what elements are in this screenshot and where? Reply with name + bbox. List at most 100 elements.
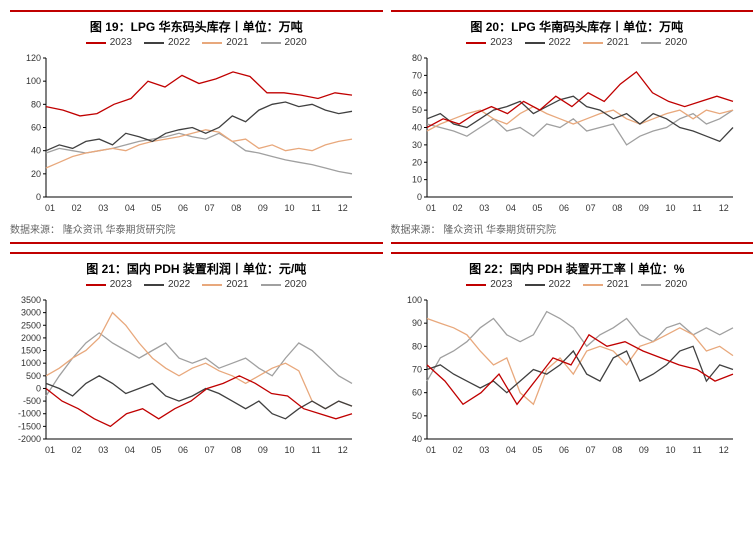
legend-swatch <box>466 284 486 286</box>
y-tick-label: 0 <box>416 192 421 202</box>
y-tick-label: 80 <box>411 341 421 351</box>
x-tick-label: 03 <box>98 203 108 213</box>
legend-swatch <box>144 284 164 286</box>
legend-swatch <box>202 284 222 286</box>
y-tick-label: 100 <box>406 295 421 305</box>
legend-item: 2020 <box>641 279 687 290</box>
x-tick-label: 01 <box>425 445 435 455</box>
y-tick-label: 20 <box>31 169 41 179</box>
chart-panel: 图 19：LPG 华东码头库存丨单位：万吨2023202220212020020… <box>10 10 383 244</box>
legend-item: 2022 <box>144 37 190 48</box>
x-tick-label: 05 <box>532 445 542 455</box>
y-tick-label: 50 <box>411 105 421 115</box>
y-tick-label: 50 <box>411 411 421 421</box>
legend-swatch <box>525 284 545 286</box>
legend-item: 2022 <box>525 37 571 48</box>
y-tick-label: 1000 <box>21 358 41 368</box>
legend-label: 2022 <box>549 37 571 48</box>
chart-svg: 020406080100120010203040506070809101112 <box>10 52 360 217</box>
y-tick-label: 40 <box>31 146 41 156</box>
series-line-2022 <box>46 376 352 419</box>
y-tick-label: 3500 <box>21 295 41 305</box>
y-tick-label: 60 <box>411 88 421 98</box>
x-tick-label: 11 <box>311 203 320 213</box>
legend-swatch <box>86 284 106 286</box>
legend-item: 2022 <box>144 279 190 290</box>
y-tick-label: 90 <box>411 318 421 328</box>
legend-label: 2022 <box>168 37 190 48</box>
legend-swatch <box>641 284 661 286</box>
legend-item: 2021 <box>202 279 248 290</box>
y-tick-label: -500 <box>23 396 41 406</box>
chart-title: 图 20：LPG 华南码头库存丨单位：万吨 <box>391 12 753 37</box>
legend-swatch <box>525 42 545 44</box>
x-tick-label: 02 <box>72 203 82 213</box>
x-tick-label: 12 <box>338 203 348 213</box>
legend-swatch <box>466 42 486 44</box>
legend-item: 2023 <box>466 37 512 48</box>
legend-item: 2023 <box>466 279 512 290</box>
y-tick-label: 2500 <box>21 320 41 330</box>
chart-title: 图 19：LPG 华东码头库存丨单位：万吨 <box>10 12 383 37</box>
series-line-2022 <box>427 346 733 392</box>
x-tick-label: 06 <box>559 445 569 455</box>
x-tick-label: 10 <box>284 445 294 455</box>
legend-item: 2020 <box>261 37 307 48</box>
x-tick-label: 03 <box>479 445 489 455</box>
x-tick-label: 02 <box>72 445 82 455</box>
y-tick-label: 80 <box>31 99 41 109</box>
legend-swatch <box>583 42 603 44</box>
legend-label: 2023 <box>490 279 512 290</box>
y-tick-label: 80 <box>411 53 421 63</box>
legend-swatch <box>261 284 281 286</box>
x-tick-label: 07 <box>205 445 215 455</box>
series-line-2023 <box>427 72 733 128</box>
legend-item: 2021 <box>583 37 629 48</box>
y-tick-label: 500 <box>26 371 41 381</box>
x-tick-label: 10 <box>665 203 675 213</box>
y-tick-label: 100 <box>26 76 41 86</box>
legend-label: 2021 <box>226 279 248 290</box>
x-tick-label: 04 <box>505 445 515 455</box>
legend: 2023202220212020 <box>10 279 383 294</box>
legend-label: 2021 <box>607 37 629 48</box>
x-tick-label: 12 <box>718 203 728 213</box>
x-tick-label: 12 <box>338 445 348 455</box>
legend-swatch <box>144 42 164 44</box>
x-tick-label: 11 <box>311 445 320 455</box>
x-tick-label: 06 <box>559 203 569 213</box>
legend-label: 2021 <box>226 37 248 48</box>
legend-label: 2020 <box>665 37 687 48</box>
legend-label: 2023 <box>110 279 132 290</box>
legend-item: 2020 <box>641 37 687 48</box>
chart-svg: 405060708090100010203040506070809101112 <box>391 294 741 459</box>
legend-label: 2022 <box>549 279 571 290</box>
y-tick-label: 0 <box>36 192 41 202</box>
legend-label: 2022 <box>168 279 190 290</box>
x-tick-label: 01 <box>45 445 55 455</box>
chart-panel: 图 20：LPG 华南码头库存丨单位：万吨2023202220212020010… <box>391 10 753 244</box>
x-tick-label: 04 <box>125 445 135 455</box>
x-tick-label: 08 <box>231 445 241 455</box>
y-tick-label: 70 <box>411 70 421 80</box>
x-tick-label: 12 <box>718 445 728 455</box>
legend-swatch <box>583 284 603 286</box>
y-tick-label: 60 <box>411 388 421 398</box>
legend-label: 2023 <box>110 37 132 48</box>
x-tick-label: 01 <box>425 203 435 213</box>
series-line-2020 <box>427 312 733 382</box>
legend-label: 2020 <box>285 37 307 48</box>
x-tick-label: 03 <box>479 203 489 213</box>
x-tick-label: 09 <box>258 445 268 455</box>
y-tick-label: 60 <box>31 123 41 133</box>
x-tick-label: 09 <box>258 203 268 213</box>
chart-panel: 图 22：国内 PDH 装置开工率丨单位：%202320222021202040… <box>391 252 753 459</box>
legend-label: 2021 <box>607 279 629 290</box>
x-tick-label: 08 <box>231 203 241 213</box>
x-tick-label: 10 <box>665 445 675 455</box>
chart-title: 图 21：国内 PDH 装置利润丨单位：元/吨 <box>10 254 383 279</box>
x-tick-label: 11 <box>692 203 701 213</box>
y-tick-label: 70 <box>411 365 421 375</box>
legend-item: 2023 <box>86 279 132 290</box>
legend: 2023 2022 2021 2020 <box>391 279 753 294</box>
